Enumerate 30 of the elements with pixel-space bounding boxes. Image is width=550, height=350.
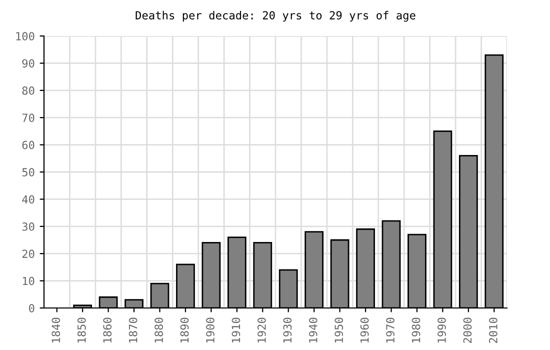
- x-tick-label: 1910: [232, 318, 240, 342]
- y-tick-label: 30: [22, 222, 34, 231]
- y-tick-label: 20: [22, 250, 34, 258]
- x-tick-label: 1970: [386, 318, 395, 342]
- y-tick-label: 70: [22, 114, 34, 122]
- y-tick-label: 80: [22, 86, 34, 95]
- x-tick-label: 1950: [334, 318, 344, 342]
- y-tick-label: 50: [22, 168, 34, 176]
- x-tick-label: 2000: [463, 318, 472, 343]
- y-tick-label: 10: [22, 276, 34, 286]
- y-tick-label: 40: [22, 195, 34, 204]
- x-tick-label: 2010: [488, 318, 498, 343]
- x-tick-label: 1920: [257, 318, 266, 342]
- y-tick-label: 0: [29, 304, 34, 312]
- x-tick-label: 1930: [283, 318, 292, 342]
- x-tick-label: 1850: [77, 318, 86, 342]
- x-tick-label: 1980: [412, 318, 420, 342]
- x-tick-label: 1880: [154, 318, 164, 342]
- chart-title: Deaths per decade: 20 yrs to 29 yrs of age: [136, 10, 416, 22]
- x-tick-label: 1960: [360, 318, 369, 342]
- x-tick-label: 1860: [103, 318, 112, 342]
- y-tick-label: 90: [22, 59, 34, 68]
- x-tick-label: 1840: [52, 318, 60, 342]
- x-tick-label: 1900: [206, 318, 214, 342]
- y-tick-label: 60: [22, 140, 34, 150]
- x-tick-label: 1870: [128, 318, 138, 342]
- y-tick-label: 100: [16, 32, 34, 40]
- x-tick-label: 1890: [180, 318, 189, 342]
- x-tick-label: 1940: [308, 318, 318, 342]
- x-tick-label: 1990: [438, 318, 446, 342]
